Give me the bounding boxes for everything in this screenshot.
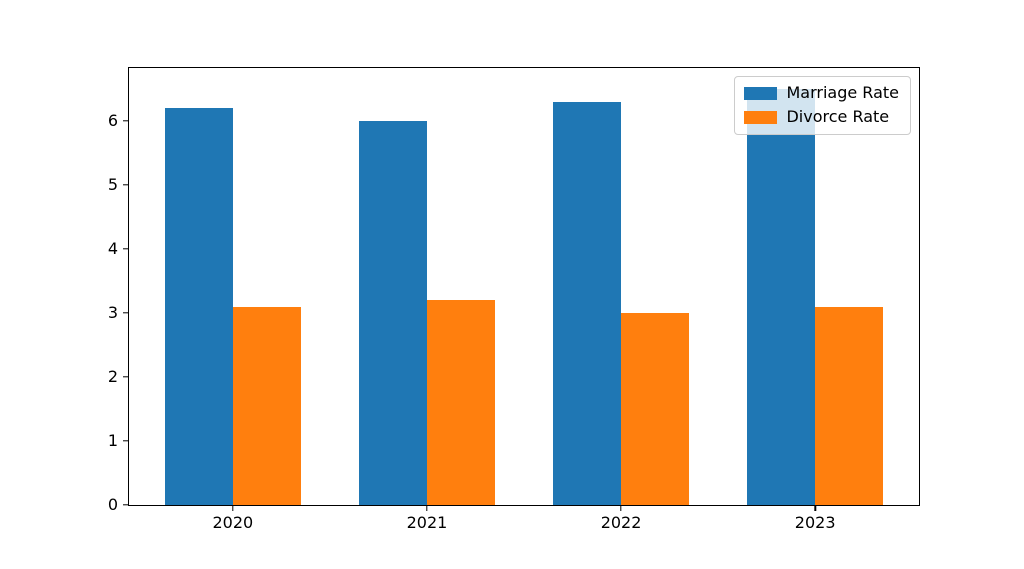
bar-marriage-rate-2020 <box>164 108 233 505</box>
legend-swatch-icon <box>744 111 778 125</box>
x-tick-2021 <box>426 506 428 511</box>
legend-label: Marriage Rate <box>786 83 899 102</box>
y-tick-label-5: 5 <box>107 174 118 194</box>
legend-entry-divorce-rate: Divorce Rate <box>744 107 901 127</box>
y-tick-label-0: 0 <box>107 495 118 514</box>
plot-area: 0 1 2 3 4 5 6 2020 2021 2022 2023 Marriage Rate Di… <box>108 67 920 531</box>
y-tick-1 <box>123 440 128 442</box>
x-tick-label-2021: 2021 <box>406 513 448 532</box>
legend-box: Marriage Rate Divorce Rate <box>734 76 911 135</box>
bar-marriage-rate-2023 <box>747 88 816 505</box>
x-tick-label-2023: 2023 <box>794 513 836 532</box>
y-tick-label-4: 4 <box>107 238 118 258</box>
bar-divorce-rate-2021 <box>426 300 495 505</box>
bar-marriage-rate-2021 <box>359 120 427 505</box>
y-tick-label-6: 6 <box>107 110 118 130</box>
y-tick-6 <box>123 120 128 122</box>
bar-divorce-rate-2020 <box>232 306 301 505</box>
x-tick-2022 <box>620 506 622 511</box>
legend-entry-marriage-rate: Marriage Rate <box>744 83 901 102</box>
legend-label: Divorce Rate <box>786 107 890 127</box>
y-tick-5 <box>123 184 128 186</box>
y-tick-2 <box>123 376 128 378</box>
x-tick-2020 <box>232 506 234 511</box>
y-tick-label-2: 2 <box>107 366 118 386</box>
y-tick-3 <box>123 312 128 314</box>
y-tick-label-3: 3 <box>107 302 118 322</box>
bar-divorce-rate-2023 <box>815 306 884 505</box>
x-tick-label-2022: 2022 <box>600 513 642 532</box>
x-tick-2023 <box>814 506 816 511</box>
y-tick-label-1: 1 <box>107 430 118 450</box>
x-tick-label-2020: 2020 <box>212 513 254 532</box>
bar-divorce-rate-2022 <box>621 312 689 505</box>
bar-marriage-rate-2022 <box>553 101 622 505</box>
y-tick-4 <box>123 248 128 250</box>
y-tick-0 <box>123 504 128 506</box>
legend-swatch-icon <box>744 86 778 100</box>
